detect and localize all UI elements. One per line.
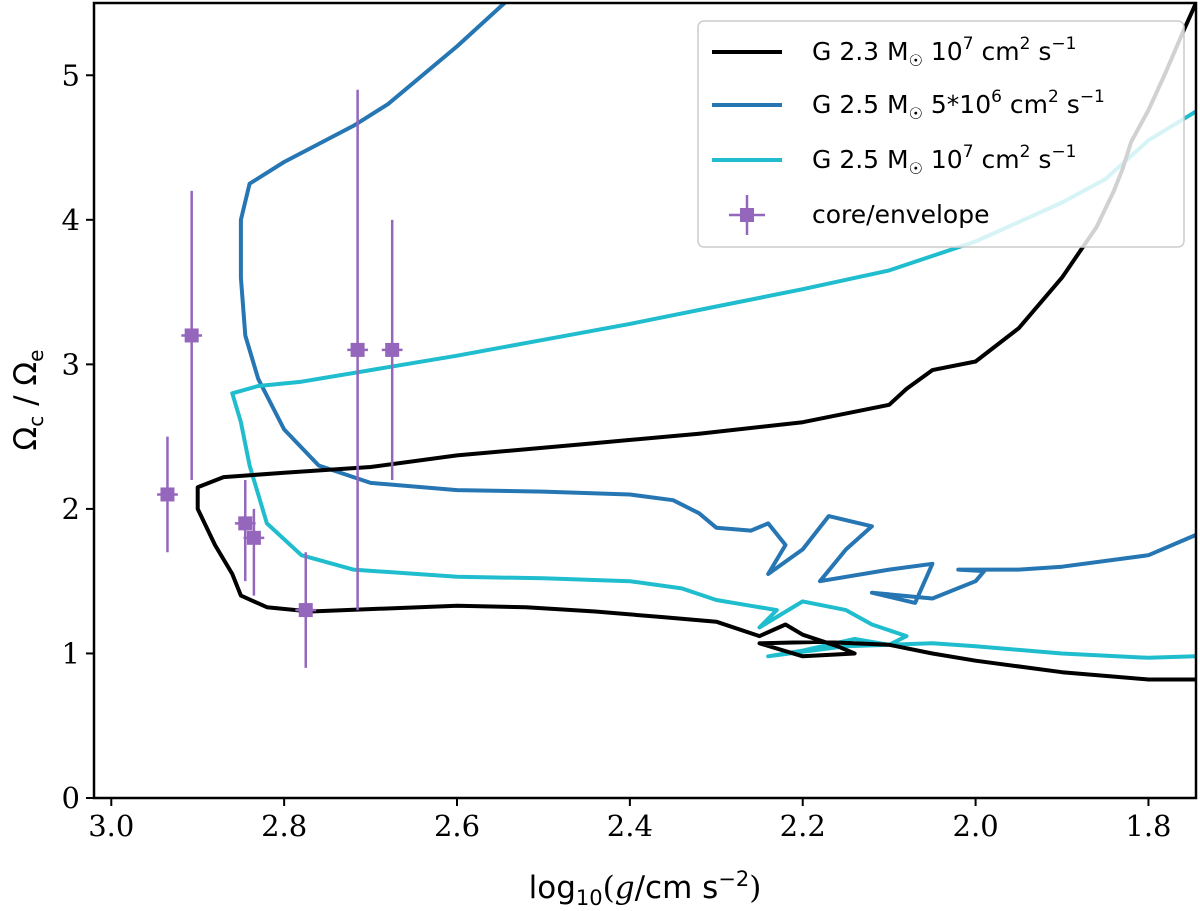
axis-ticks <box>86 74 1150 806</box>
plot-frame <box>92 1 1198 800</box>
errorbar-point <box>157 436 178 553</box>
errorbar-layer <box>157 89 403 668</box>
errorbar-point <box>381 219 403 480</box>
legend-label-g25-5e6: G 2.5 M☉ 5*106 cm2 s−1 <box>812 87 1105 123</box>
errorbar-point <box>295 552 317 668</box>
legend-label-g25-1e7: G 2.5 M☉ 107 cm2 s−1 <box>812 142 1076 178</box>
y-tick-label: 1 <box>62 636 80 670</box>
x-tick-label: 3.0 <box>88 809 134 843</box>
errorbar-point <box>347 89 368 611</box>
tick-labels: 3.0 2.8 2.6 2.4 2.2 2.0 1.8 0 1 2 3 4 5 <box>62 58 1172 843</box>
y-tick-label: 0 <box>62 781 80 815</box>
legend-label-core-envelope: core/envelope <box>812 200 989 229</box>
legend: G 2.3 M☉ 107 cm2 s−1 G 2.5 M☉ 5*106 cm2 … <box>697 20 1185 248</box>
y-tick-label: 4 <box>62 203 80 237</box>
x-tick-label: 2.2 <box>780 809 826 843</box>
legend-box <box>697 20 1185 248</box>
series-layer <box>195 3 1196 682</box>
legend-label-g23: G 2.3 M☉ 107 cm2 s−1 <box>812 34 1076 70</box>
x-tick-label: 2.8 <box>261 809 307 843</box>
y-tick-label: 5 <box>62 58 80 92</box>
series-line-g25-5e6 <box>238 3 1196 605</box>
x-axis-label: log10(g/cm s−2) <box>529 867 762 910</box>
y-tick-label: 2 <box>62 492 80 526</box>
errorbar-point <box>181 190 203 480</box>
y-tick-label: 3 <box>62 347 80 381</box>
errorbar-point <box>243 508 265 596</box>
x-tick-label: 2.6 <box>434 809 480 843</box>
x-tick-label: 2.0 <box>953 809 999 843</box>
series-line-g23 <box>195 3 1196 682</box>
errorbar-point <box>234 480 256 582</box>
legend-marker-core-envelope <box>729 195 765 235</box>
series-line-g25-1e7 <box>230 109 1196 660</box>
x-tick-label: 2.4 <box>607 809 653 843</box>
x-tick-label: 1.8 <box>1125 809 1171 843</box>
y-axis-label: Ωc / Ωe <box>8 350 48 451</box>
